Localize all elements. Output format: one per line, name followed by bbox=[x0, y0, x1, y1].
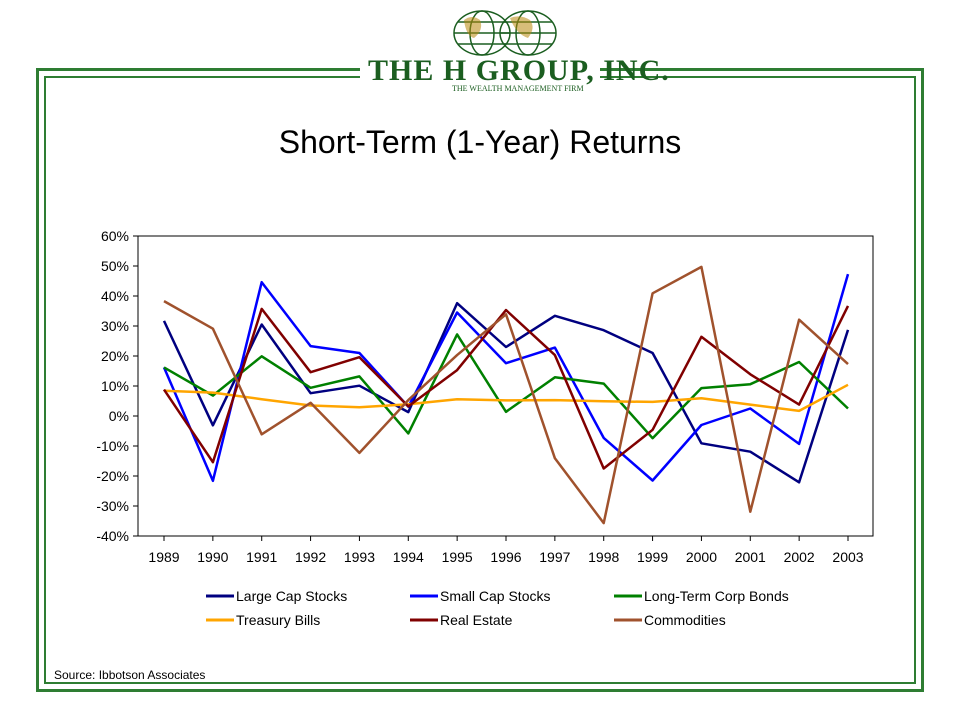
logo-main-text: THE H GROUP, INC. bbox=[368, 54, 670, 87]
x-tick-label: 2001 bbox=[735, 549, 766, 565]
chart-series bbox=[162, 265, 850, 525]
legend-label: Large Cap Stocks bbox=[236, 588, 347, 604]
series-line-commodities bbox=[163, 265, 849, 525]
y-tick-label: 50% bbox=[101, 258, 129, 274]
source-note: Source: Ibbotson Associates bbox=[54, 668, 206, 682]
y-tick-label: -30% bbox=[96, 498, 129, 514]
y-tick-label: -10% bbox=[96, 438, 129, 454]
chart-title: Short-Term (1-Year) Returns bbox=[278, 124, 682, 160]
legend-label: Commodities bbox=[644, 612, 726, 628]
chart-legend: Large Cap Stocks Small Cap Stocks Long-Ter… bbox=[206, 588, 789, 628]
y-tick-label: -20% bbox=[96, 468, 129, 484]
x-tick-label: 1997 bbox=[539, 549, 570, 565]
x-tick-label: 2003 bbox=[832, 549, 863, 565]
series-line-small-cap-stocks bbox=[162, 273, 850, 483]
series-line-treasury-bills bbox=[163, 383, 849, 413]
x-tick-label: 1996 bbox=[490, 549, 521, 565]
legend-label: Real Estate bbox=[440, 612, 513, 628]
company-logo: THE H GROUP, INC. THE WEALTH MANAGEMENT … bbox=[360, 8, 669, 93]
x-tick-label: 1994 bbox=[393, 549, 424, 565]
y-tick-label: 60% bbox=[101, 228, 129, 244]
y-tick-label: 0% bbox=[109, 408, 129, 424]
x-tick-label: 1989 bbox=[148, 549, 179, 565]
y-tick-label: 30% bbox=[101, 318, 129, 334]
logo-tagline: THE WEALTH MANAGEMENT FIRM bbox=[452, 84, 584, 93]
y-tick-label: 40% bbox=[101, 288, 129, 304]
globe-icon bbox=[453, 10, 557, 56]
x-tick-label: 1995 bbox=[442, 549, 473, 565]
plot-area bbox=[137, 235, 874, 537]
x-tick-label: 1998 bbox=[588, 549, 619, 565]
y-tick-label: 20% bbox=[101, 348, 129, 364]
x-tick-label: 1992 bbox=[295, 549, 326, 565]
legend-label: Long-Term Corp Bonds bbox=[644, 588, 789, 604]
legend-label: Treasury Bills bbox=[236, 612, 320, 628]
x-tick-label: 2000 bbox=[686, 549, 717, 565]
series-line-real-estate bbox=[162, 305, 850, 470]
series-line-long-term-corp-bonds bbox=[163, 333, 849, 440]
legend-label: Small Cap Stocks bbox=[440, 588, 550, 604]
x-tick-label: 1991 bbox=[246, 549, 277, 565]
x-tick-label: 1999 bbox=[637, 549, 668, 565]
x-tick-label: 1993 bbox=[344, 549, 375, 565]
x-tick-label: 2002 bbox=[784, 549, 815, 565]
y-tick-label: 10% bbox=[101, 378, 129, 394]
y-tick-label: -40% bbox=[96, 528, 129, 544]
series-line-large-cap-stocks bbox=[162, 301, 850, 484]
x-tick-label: 1990 bbox=[197, 549, 228, 565]
